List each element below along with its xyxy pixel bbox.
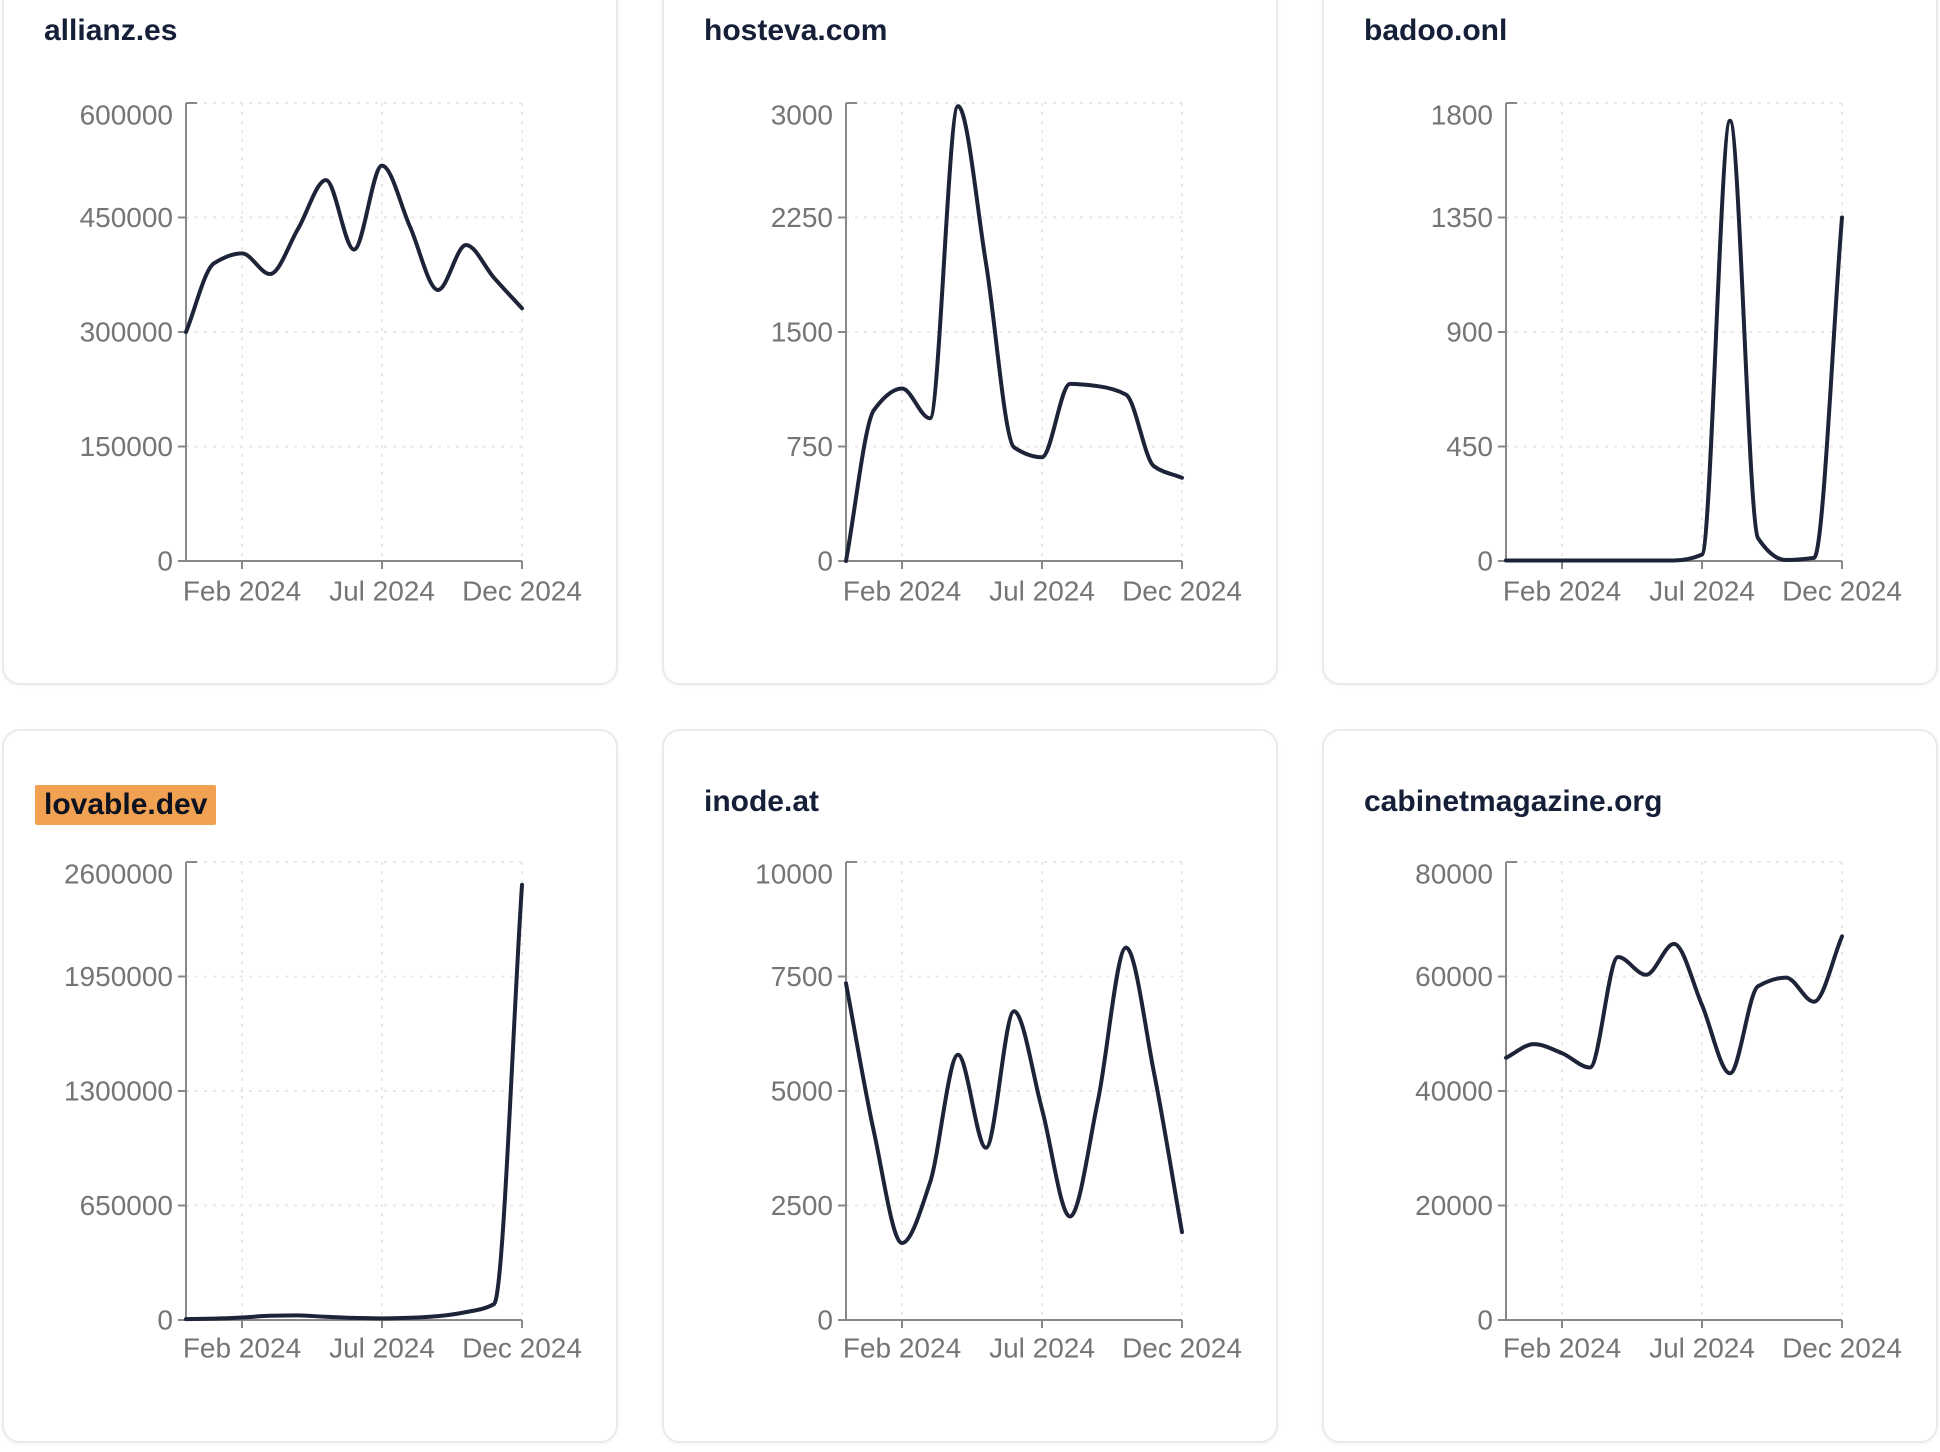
chart-title-text: allianz.es bbox=[44, 14, 178, 47]
svg-text:Dec 2024: Dec 2024 bbox=[1782, 1333, 1902, 1364]
svg-text:900: 900 bbox=[1446, 317, 1493, 348]
svg-text:Dec 2024: Dec 2024 bbox=[462, 576, 582, 607]
svg-text:600000: 600000 bbox=[80, 100, 173, 131]
svg-text:Dec 2024: Dec 2024 bbox=[462, 1333, 582, 1364]
chart-card-lovable-dev[interactable]: lovable.dev 0 650000 1300000 1950000 2600000… bbox=[2, 729, 618, 1443]
svg-text:40000: 40000 bbox=[1415, 1076, 1493, 1107]
svg-text:Feb 2024: Feb 2024 bbox=[843, 576, 961, 607]
svg-text:80000: 80000 bbox=[1415, 859, 1493, 890]
line-chart: 0 2500 5000 7500 10000 Feb 2024 Jul 2024 Dec 20… bbox=[755, 859, 1242, 1364]
svg-text:300000: 300000 bbox=[80, 317, 173, 348]
svg-text:Feb 2024: Feb 2024 bbox=[183, 576, 301, 607]
svg-text:2250: 2250 bbox=[771, 202, 833, 233]
svg-text:1800: 1800 bbox=[1431, 100, 1493, 131]
svg-text:5000: 5000 bbox=[771, 1076, 833, 1107]
chart-title-text: inode.at bbox=[704, 785, 820, 818]
chart-title: lovable.dev bbox=[4, 785, 616, 825]
svg-text:Jul 2024: Jul 2024 bbox=[1649, 576, 1755, 607]
svg-text:150000: 150000 bbox=[80, 431, 173, 462]
chart-title: hosteva.com bbox=[664, 14, 1276, 48]
chart-card-hosteva-com[interactable]: hosteva.com 0 750 1500 2250 3000 Feb 2024 Jul … bbox=[662, 0, 1278, 685]
svg-text:3000: 3000 bbox=[771, 100, 833, 131]
svg-text:1500: 1500 bbox=[771, 317, 833, 348]
svg-text:Jul 2024: Jul 2024 bbox=[1649, 1333, 1755, 1364]
svg-text:1300000: 1300000 bbox=[64, 1076, 173, 1107]
chart-card-cabinetmagazine-org[interactable]: cabinetmagazine.org 0 20000 40000 60000 8000… bbox=[1322, 729, 1938, 1443]
svg-text:Jul 2024: Jul 2024 bbox=[989, 1333, 1095, 1364]
line-chart: 0 20000 40000 60000 80000 Feb 2024 Jul 2024 Dec… bbox=[1415, 859, 1902, 1364]
svg-text:Feb 2024: Feb 2024 bbox=[1503, 1333, 1621, 1364]
svg-text:Feb 2024: Feb 2024 bbox=[1503, 576, 1621, 607]
svg-text:Jul 2024: Jul 2024 bbox=[989, 576, 1095, 607]
svg-text:1950000: 1950000 bbox=[64, 961, 173, 992]
chart-title: cabinetmagazine.org bbox=[1324, 785, 1936, 819]
svg-text:0: 0 bbox=[817, 1305, 833, 1336]
chart-title-text: cabinetmagazine.org bbox=[1364, 785, 1663, 818]
svg-text:750: 750 bbox=[786, 431, 833, 462]
chart-card-allianz-es[interactable]: allianz.es 0 150000 300000 450000 600000 Feb … bbox=[2, 0, 618, 685]
svg-text:0: 0 bbox=[157, 1305, 173, 1336]
line-chart: 0 150000 300000 450000 600000 Feb 2024 Jul 202… bbox=[80, 100, 582, 607]
chart-title: badoo.onl bbox=[1324, 14, 1936, 48]
svg-text:Dec 2024: Dec 2024 bbox=[1122, 1333, 1242, 1364]
svg-text:Jul 2024: Jul 2024 bbox=[329, 576, 435, 607]
svg-text:7500: 7500 bbox=[771, 961, 833, 992]
chart-card-inode-at[interactable]: inode.at 0 2500 5000 7500 10000 Feb 2024 Jul 2… bbox=[662, 729, 1278, 1443]
svg-text:10000: 10000 bbox=[755, 859, 833, 890]
svg-text:650000: 650000 bbox=[80, 1190, 173, 1221]
chart-title-text: hosteva.com bbox=[704, 14, 888, 47]
chart-title-text: lovable.dev bbox=[35, 785, 217, 825]
svg-text:Jul 2024: Jul 2024 bbox=[329, 1333, 435, 1364]
svg-text:2500: 2500 bbox=[771, 1190, 833, 1221]
chart-title: inode.at bbox=[664, 785, 1276, 819]
svg-text:Dec 2024: Dec 2024 bbox=[1782, 576, 1902, 607]
line-chart: 0 650000 1300000 1950000 2600000 Feb 2024 Jul … bbox=[64, 859, 582, 1364]
svg-text:Dec 2024: Dec 2024 bbox=[1122, 576, 1242, 607]
chart-title-text: badoo.onl bbox=[1364, 14, 1508, 47]
chart-card-badoo-onl[interactable]: badoo.onl 0 450 900 1350 1800 Feb 2024 Jul 202… bbox=[1322, 0, 1938, 685]
svg-text:450: 450 bbox=[1446, 431, 1493, 462]
svg-text:2600000: 2600000 bbox=[64, 859, 173, 890]
line-chart: 0 750 1500 2250 3000 Feb 2024 Jul 2024 Dec 2024 bbox=[771, 100, 1242, 607]
chart-title: allianz.es bbox=[4, 14, 616, 48]
svg-text:1350: 1350 bbox=[1431, 202, 1493, 233]
svg-text:60000: 60000 bbox=[1415, 961, 1493, 992]
line-chart: 0 450 900 1350 1800 Feb 2024 Jul 2024 Dec 2024 bbox=[1431, 100, 1902, 607]
svg-text:Feb 2024: Feb 2024 bbox=[183, 1333, 301, 1364]
svg-text:20000: 20000 bbox=[1415, 1190, 1493, 1221]
svg-text:Feb 2024: Feb 2024 bbox=[843, 1333, 961, 1364]
svg-text:0: 0 bbox=[817, 546, 833, 577]
svg-text:450000: 450000 bbox=[80, 202, 173, 233]
svg-text:0: 0 bbox=[1477, 1305, 1493, 1336]
svg-text:0: 0 bbox=[1477, 546, 1493, 577]
svg-text:0: 0 bbox=[157, 546, 173, 577]
